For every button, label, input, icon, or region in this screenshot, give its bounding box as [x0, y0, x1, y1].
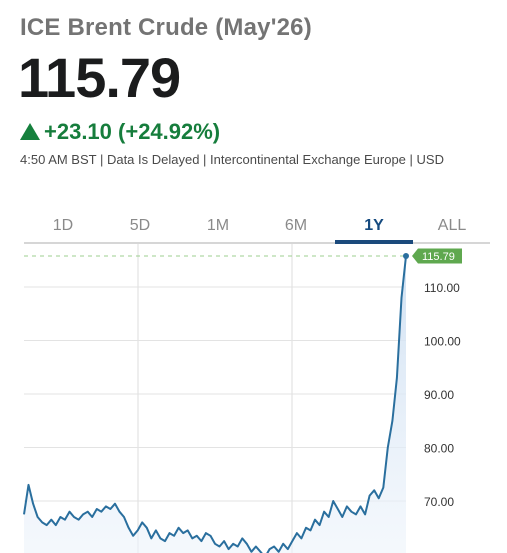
- price-chart[interactable]: 110.00 100.00 90.00 80.00 70.00 115.79: [0, 244, 507, 553]
- last-price: 115.79: [18, 46, 181, 109]
- price-line: [23, 255, 407, 553]
- tab-1y[interactable]: 1Y: [364, 217, 384, 234]
- y-tick-label: 100.00: [424, 335, 461, 349]
- y-tick-label: 90.00: [424, 388, 454, 402]
- instrument-title: ICE Brent Crude (May'26): [20, 14, 312, 41]
- triangle-up-icon: [20, 122, 40, 140]
- tab-6m[interactable]: 6M: [284, 217, 308, 234]
- tab-1m[interactable]: 1M: [206, 217, 230, 234]
- time-range-tabs: 1D 5D 1M 6M 1Y ALL: [24, 210, 490, 244]
- y-tick-label: 110.00: [424, 281, 460, 295]
- price-change: +23.10 (+24.92%): [44, 119, 221, 144]
- active-tab-indicator: [335, 240, 413, 244]
- y-tick-label: 70.00: [424, 495, 454, 509]
- price-change-row: +23.10 (+24.92%): [20, 119, 220, 145]
- last-price-tag: [412, 248, 462, 264]
- y-tick-label: 80.00: [424, 442, 454, 456]
- tab-1d[interactable]: 1D: [52, 217, 74, 234]
- tab-all[interactable]: ALL: [437, 217, 467, 234]
- price-area-fill: [24, 256, 406, 553]
- tab-5d[interactable]: 5D: [129, 217, 151, 234]
- quote-meta-info: 4:50 AM BST | Data Is Delayed | Intercon…: [20, 152, 444, 167]
- last-price-dot: [403, 253, 409, 260]
- last-price-tag-label: 115.79: [422, 251, 455, 263]
